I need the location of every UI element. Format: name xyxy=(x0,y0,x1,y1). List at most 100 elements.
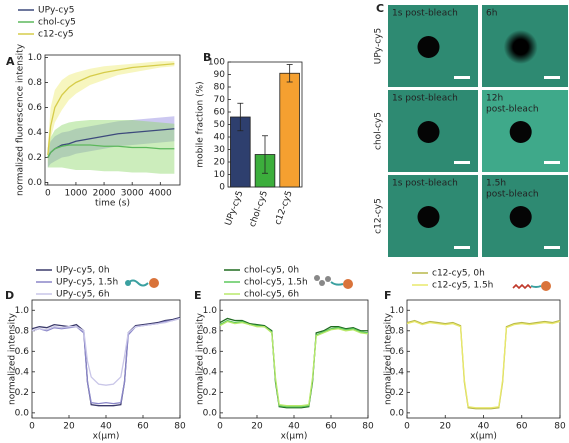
series-line xyxy=(47,63,175,156)
y-tick-label: 0.0 xyxy=(15,408,30,418)
legend-label: c12-cy5, 0h xyxy=(432,269,485,279)
x-tick-label: 60 xyxy=(516,422,528,432)
x-axis-label: x(μm) xyxy=(281,432,308,442)
y-axis-label: normalized intensity xyxy=(196,312,206,405)
y-tick-label: 1.0 xyxy=(28,53,43,63)
y-tick-label: 0.4 xyxy=(28,128,43,138)
y-tick-label: 0.6 xyxy=(203,347,218,357)
scale-bar xyxy=(544,246,560,249)
y-tick-label: 80 xyxy=(214,83,226,93)
y-tick-label: 0.8 xyxy=(28,78,43,88)
bleach-spot xyxy=(509,121,532,143)
x-tick-label: 0 xyxy=(404,422,410,432)
y-tick-label: 0.2 xyxy=(203,388,217,398)
x-tick-label: 80 xyxy=(174,422,186,432)
image-caption: post-bleach xyxy=(486,105,539,115)
y-tick-label: 0.8 xyxy=(390,326,405,336)
x-tick-label: 0 xyxy=(217,422,223,432)
panel-label: C xyxy=(376,2,384,15)
scale-bar xyxy=(454,246,470,249)
x-tick-label: c12-cy5 xyxy=(273,189,295,226)
series-line xyxy=(31,316,181,407)
y-tick-label: 1.0 xyxy=(15,306,30,316)
y-tick-label: 20 xyxy=(214,158,226,168)
x-tick-label: 2000 xyxy=(93,189,116,199)
row-label: UPy-cy5 xyxy=(374,28,384,64)
y-axis-label: normalized intensity xyxy=(8,312,18,405)
x-tick-label: 80 xyxy=(362,422,374,432)
image-caption: 1s post-bleach xyxy=(392,94,458,104)
x-tick-label: 60 xyxy=(325,422,337,432)
series-line xyxy=(47,144,175,158)
series-line xyxy=(219,320,369,407)
legend-label: c12-cy5, 1.5h xyxy=(432,281,493,291)
series-line xyxy=(219,319,369,408)
x-tick-label: chol-cy5 xyxy=(248,189,270,228)
y-tick-label: 0.6 xyxy=(390,347,405,357)
y-tick-label: 0.6 xyxy=(28,103,43,113)
series-line xyxy=(219,317,368,409)
axis-frame xyxy=(44,54,181,186)
y-tick-label: 0.8 xyxy=(15,326,30,336)
y-tick-label: 0 xyxy=(219,183,225,193)
y-axis-label: normalized fluorescence intensity xyxy=(16,43,26,196)
legend-label: chol-cy5, 0h xyxy=(244,266,299,276)
row-label: chol-cy5 xyxy=(374,112,384,150)
x-axis-label: x(μm) xyxy=(93,432,120,442)
y-axis-label: mobile fraction (%) xyxy=(196,81,206,167)
molecule-icon xyxy=(125,278,159,288)
bleach-spot xyxy=(417,36,440,58)
molecule-icon xyxy=(512,281,551,291)
series-line xyxy=(406,320,561,409)
bleach-spot xyxy=(417,121,440,143)
x-tick-label: 4000 xyxy=(149,189,172,199)
y-axis-label: normalized intensity xyxy=(384,312,394,405)
series-line xyxy=(31,317,181,386)
x-tick-label: 80 xyxy=(554,422,566,432)
bleach-spot xyxy=(503,30,538,64)
y-tick-label: 60 xyxy=(214,108,226,118)
bleach-spot xyxy=(417,206,440,228)
y-tick-label: 0.6 xyxy=(15,347,30,357)
row-label: c12-cy5 xyxy=(374,198,384,234)
y-tick-label: 30 xyxy=(214,145,226,155)
error-band xyxy=(47,61,175,164)
panel-label: A xyxy=(6,55,15,68)
y-tick-label: 0.0 xyxy=(390,408,405,418)
molecule-icon xyxy=(314,275,353,289)
panel-label: F xyxy=(384,289,392,302)
y-tick-label: 0.8 xyxy=(203,326,218,336)
x-tick-label: 3000 xyxy=(121,189,144,199)
y-tick-label: 0.2 xyxy=(390,388,404,398)
x-tick-label: 20 xyxy=(440,422,452,432)
x-tick-label: 1000 xyxy=(64,189,87,199)
x-tick-label: 0 xyxy=(45,189,51,199)
legend-label: UPy-cy5, 1.5h xyxy=(56,278,118,288)
x-axis-label: x(μm) xyxy=(470,432,497,442)
scale-bar xyxy=(454,76,470,79)
axis-frame xyxy=(219,299,369,419)
series-line xyxy=(31,317,181,405)
x-tick-label: 20 xyxy=(251,422,263,432)
image-caption: 1s post-bleach xyxy=(392,9,458,19)
x-tick-label: 20 xyxy=(63,422,75,432)
x-axis-label: time (s) xyxy=(95,199,130,209)
image-caption: 1.5h xyxy=(486,179,506,189)
legend-label: chol-cy5, 6h xyxy=(244,290,299,300)
panel-label: B xyxy=(203,51,211,64)
x-tick-label: 40 xyxy=(288,422,300,432)
panel-label: D xyxy=(5,289,14,302)
axis-frame xyxy=(31,299,181,419)
x-tick-label: 40 xyxy=(100,422,112,432)
y-tick-label: 0.0 xyxy=(28,178,43,188)
image-caption: 12h xyxy=(486,94,503,104)
scale-bar xyxy=(544,76,560,79)
y-tick-label: 1.0 xyxy=(390,306,405,316)
y-tick-label: 100 xyxy=(208,58,225,68)
x-tick-label: 40 xyxy=(478,422,490,432)
scale-bar xyxy=(544,161,560,164)
x-tick-label: UPy-cy5 xyxy=(224,189,246,227)
x-tick-label: 60 xyxy=(137,422,149,432)
